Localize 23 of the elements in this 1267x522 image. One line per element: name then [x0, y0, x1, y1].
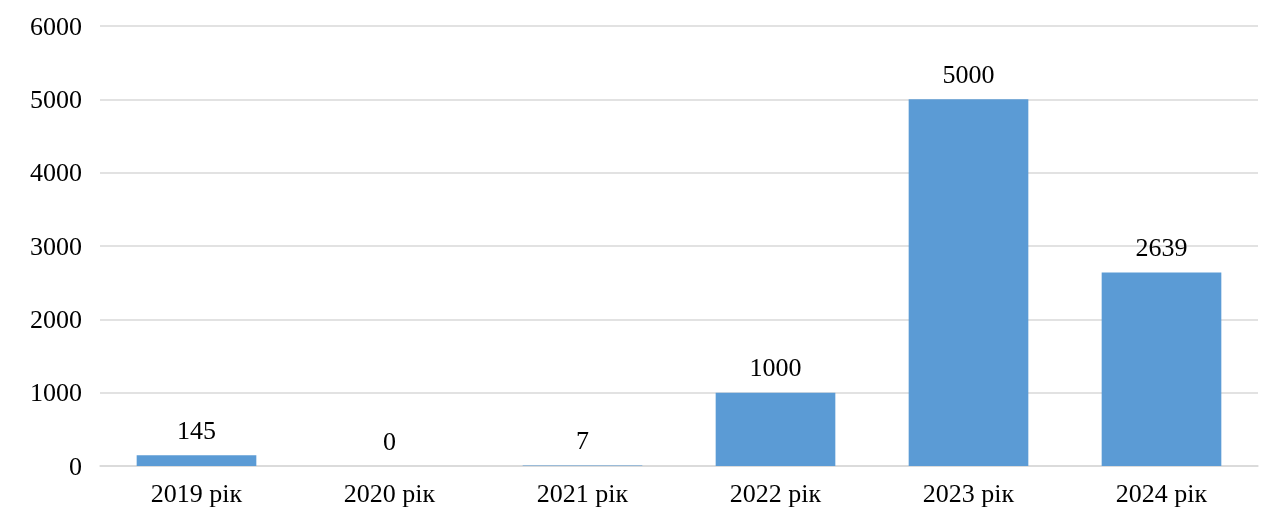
- y-tick-label: 0: [69, 451, 82, 481]
- x-tick-label: 2019 рік: [150, 478, 243, 508]
- data-label: 5000: [942, 59, 995, 89]
- y-tick-label: 1000: [30, 378, 82, 408]
- bar: [908, 99, 1029, 466]
- x-tick-label: 2023 рік: [922, 478, 1015, 508]
- y-tick-label: 2000: [30, 304, 82, 334]
- data-label: 2639: [1135, 232, 1188, 262]
- x-tick-label: 2024 рік: [1115, 478, 1208, 508]
- data-label: 7: [576, 425, 589, 455]
- y-tick-label: 6000: [30, 11, 82, 41]
- bar: [136, 455, 257, 466]
- data-label: 145: [177, 415, 216, 445]
- x-tick-label: 2021 рік: [536, 478, 629, 508]
- y-tick-label: 5000: [30, 84, 82, 114]
- data-label: 0: [383, 426, 396, 456]
- bar: [1101, 272, 1222, 466]
- bar: [715, 392, 836, 466]
- y-tick-label: 3000: [30, 231, 82, 261]
- x-tick-label: 2020 рік: [343, 478, 436, 508]
- y-tick-label: 4000: [30, 158, 82, 188]
- x-tick-label: 2022 рік: [729, 478, 822, 508]
- data-label: 1000: [749, 353, 802, 383]
